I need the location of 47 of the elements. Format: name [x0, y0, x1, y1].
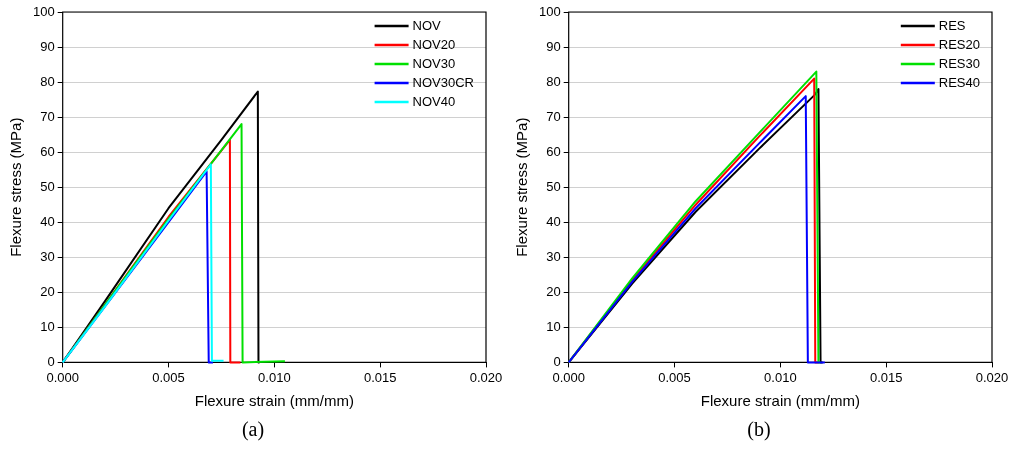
x-tick-label: 0.000: [46, 369, 79, 385]
y-tick-label: 50: [546, 178, 561, 194]
y-tick-label: 10: [546, 318, 561, 334]
text: (a): [240, 418, 266, 441]
legend-label: RES: [938, 17, 966, 33]
x-tick-label: 0.015: [363, 369, 397, 385]
y-axis-title: Flexure stress (MPa): [7, 117, 25, 257]
y-tick-label: 80: [546, 73, 561, 89]
legend-label: RES30: [938, 55, 981, 71]
x-axis-title: Flexure strain (mm/mm): [700, 392, 860, 410]
y-tick-label: 0: [47, 353, 55, 369]
legend-label: NOV40: [412, 93, 456, 109]
legend-label: RES20: [938, 36, 981, 52]
y-tick-label: 20: [40, 283, 55, 299]
y-tick-label: 30: [40, 248, 55, 264]
y-tick-label: 70: [546, 108, 561, 124]
y-tick-label: 0: [553, 353, 561, 369]
y-tick-label: 90: [40, 38, 55, 54]
y-tick-label: 60: [40, 143, 55, 159]
legend-label: NOV20: [412, 36, 456, 52]
legend-label: RES40: [938, 74, 981, 90]
x-tick-label: 0.005: [658, 369, 691, 385]
x-axis-title: Flexure strain (mm/mm): [194, 392, 354, 410]
y-tick-label: 30: [546, 248, 561, 264]
x-tick-label: 0.020: [469, 369, 503, 385]
x-tick-label: 0.010: [764, 369, 797, 385]
y-axis-title: Flexure stress (MPa): [513, 117, 531, 257]
y-tick-label: 60: [546, 143, 561, 159]
text: (b): [746, 418, 772, 441]
y-tick-label: 70: [40, 108, 55, 124]
x-tick-label: 0.000: [552, 369, 585, 385]
x-tick-label: 0.010: [258, 369, 291, 385]
y-tick-label: 90: [546, 38, 561, 54]
y-tick-label: 80: [40, 73, 55, 89]
y-tick-label: 10: [40, 318, 55, 334]
legend-label: NOV: [412, 17, 442, 33]
y-tick-label: 40: [40, 213, 55, 229]
x-tick-label: 0.005: [152, 369, 185, 385]
y-tick-label: 100: [538, 3, 561, 19]
y-tick-label: 40: [546, 213, 561, 229]
y-tick-label: 50: [40, 178, 55, 194]
y-tick-label: 100: [32, 3, 55, 19]
y-tick-label: 20: [546, 283, 561, 299]
x-tick-label: 0.015: [869, 369, 903, 385]
legend-label: NOV30CR: [412, 74, 475, 90]
x-tick-label: 0.020: [975, 369, 1009, 385]
legend-label: NOV30: [412, 55, 456, 71]
